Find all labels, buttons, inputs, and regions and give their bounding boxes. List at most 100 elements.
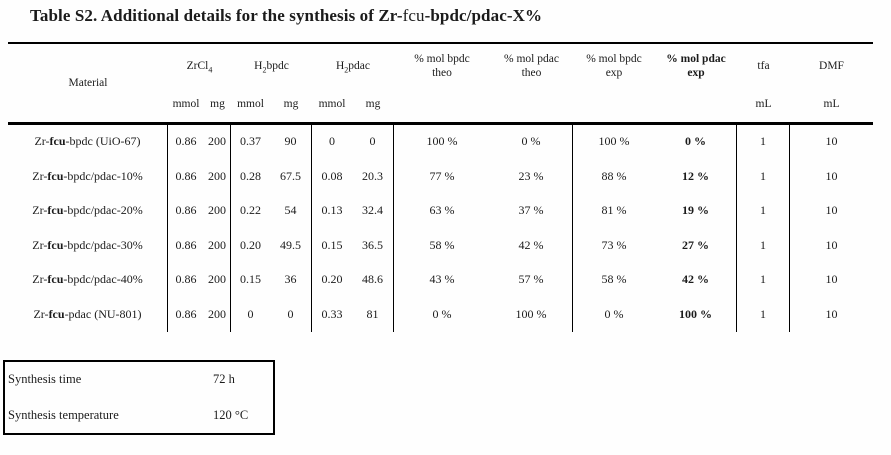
table-cell: 43 % [429, 272, 455, 287]
column-header-h2bpdc: H2bpdc [254, 59, 289, 74]
table-cell: 0.37 [240, 134, 261, 149]
column-header-mol-pdac-theo: % mol pdac theo [504, 52, 559, 79]
unit-pdac-mg: mg [365, 98, 381, 111]
table-cell: 49.5 [270, 228, 312, 263]
unit-zr-mg: mg [210, 98, 225, 111]
table-cell: 100 % [426, 134, 458, 149]
table-cell: 10 [825, 272, 838, 287]
column-header-mol-pdac-exp: % mol pdac exp [666, 52, 726, 79]
table-title-part2: -bpdc/pdac-X% [424, 6, 543, 25]
table-cell: 0.86 [175, 168, 197, 183]
table-cell: 77 % [429, 168, 455, 183]
table-cell: 0.86 [175, 272, 197, 287]
table-title: Table S2. Additional details for the syn… [30, 6, 542, 26]
unit-spacer-1 [394, 87, 490, 123]
column-header-mol-bpdc-theo: % mol bpdc theo [414, 52, 470, 79]
unit-zr-mmol: mmol [172, 98, 200, 111]
table-cell: 67.5 [270, 159, 312, 194]
table-cell: 37 % [490, 193, 573, 229]
table-cell: 58 % [429, 237, 455, 252]
table-cell: 1 [737, 159, 790, 194]
table-cell: 58 % [601, 272, 627, 287]
table-cell: 81 % [601, 203, 627, 218]
synthesis-time-label: Synthesis time [8, 372, 82, 387]
unit-spacer-2 [490, 87, 573, 123]
table-cell: 0.15 [321, 237, 343, 252]
synthesis-time-value: 72 h [213, 372, 235, 387]
table-cell: 200 [204, 193, 231, 229]
synthesis-temperature-label: Synthesis temperature [8, 407, 119, 422]
table-cell: 0.20 [240, 237, 261, 252]
table-cell: 0.86 [175, 134, 197, 149]
table-body: Zr-fcu -bpdc (UiO-67) 0.86 200 0.37 90 0 … [8, 124, 873, 332]
table-cell: 36.5 [352, 228, 394, 263]
material-cell: Zr-fcu -bpdc/pdac-20% [8, 193, 168, 229]
table-cell: 0.86 [175, 237, 197, 252]
column-header-material: Material [68, 77, 108, 90]
table-cell: 200 [204, 124, 231, 160]
table-cell: 0.33 [321, 306, 343, 321]
table-header-rule [8, 122, 873, 125]
table-cell: 0 % [655, 124, 737, 160]
unit-spacer-3 [573, 87, 655, 123]
table-cell: 10 [825, 203, 838, 218]
table-cell: 63 % [429, 203, 455, 218]
material-cell: Zr-fcu -bpdc/pdac-40% [8, 262, 168, 298]
table-cell: 0 % [490, 124, 573, 160]
table-cell: 20.3 [352, 159, 394, 194]
table-cell: 10 [825, 168, 838, 183]
table-title-part1: Table S2. Additional details for the syn… [30, 6, 403, 25]
table-cell: 1 [737, 297, 790, 332]
material-cell: Zr-fcu -pdac (NU-801) [8, 297, 168, 332]
table-cell: 200 [204, 297, 231, 332]
table-cell: 23 % [490, 159, 573, 194]
unit-bpdc-mmol: mmol [237, 98, 264, 111]
table-cell: 200 [204, 159, 231, 194]
table-cell: 10 [825, 134, 838, 149]
table-cell: 54 [270, 193, 312, 229]
table-top-rule [8, 42, 873, 45]
table-cell: 19 % [655, 193, 737, 229]
synthesis-temperature-value: 120 °C [213, 407, 249, 422]
table-cell: 42 % [490, 228, 573, 263]
material-cell: Zr-fcu -bpdc/pdac-30% [8, 228, 168, 263]
table-cell: 0 % [432, 306, 452, 321]
column-header-zrcl4: ZrCl4 [186, 59, 213, 74]
table-cell: 100 % [655, 297, 737, 332]
table-cell: 0.28 [240, 168, 261, 183]
material-cell: Zr-fcu -bpdc (UiO-67) [8, 124, 168, 160]
table-cell: 0.86 [175, 203, 197, 218]
table-header: Material ZrCl4 H2bpdc H2pdac % mol bpdc t… [8, 45, 873, 123]
table-cell: 0.20 [321, 272, 343, 287]
unit-tfa-ml: mL [755, 98, 772, 111]
table-cell: 0.86 [175, 306, 197, 321]
table-cell: 36 [270, 262, 312, 298]
column-header-tfa: tfa [757, 59, 770, 72]
table-cell: 48.6 [352, 262, 394, 298]
table-cell: 12 % [655, 159, 737, 194]
table-cell: 10 [825, 237, 838, 252]
table-cell: 1 [737, 124, 790, 160]
table-cell: 200 [204, 262, 231, 298]
table-cell: 10 [825, 306, 838, 321]
unit-bpdc-mg: mg [283, 98, 299, 111]
table-cell: 0 [247, 306, 254, 321]
table-cell: 0 [270, 297, 312, 332]
unit-dmf-ml: mL [823, 98, 840, 111]
table-cell: 0 [352, 124, 394, 160]
table-cell: 32.4 [352, 193, 394, 229]
table-cell: 0 % [604, 306, 624, 321]
unit-spacer-4 [655, 87, 737, 123]
table-cell: 90 [270, 124, 312, 160]
table-cell: 73 % [601, 237, 627, 252]
synthesis-conditions-box: Synthesis time 72 h Synthesis temperatur… [3, 360, 275, 435]
table-cell: 0.15 [240, 272, 261, 287]
table-title-fcu: fcu [402, 6, 425, 25]
material-cell: Zr-fcu -bpdc/pdac-10% [8, 159, 168, 194]
table-cell: 1 [737, 262, 790, 298]
column-header-mol-bpdc-exp: % mol bpdc exp [586, 52, 642, 79]
table-cell: 81 [352, 297, 394, 332]
table-cell: 1 [737, 228, 790, 263]
table-cell: 100 % [490, 297, 573, 332]
column-header-dmf: DMF [819, 59, 844, 72]
